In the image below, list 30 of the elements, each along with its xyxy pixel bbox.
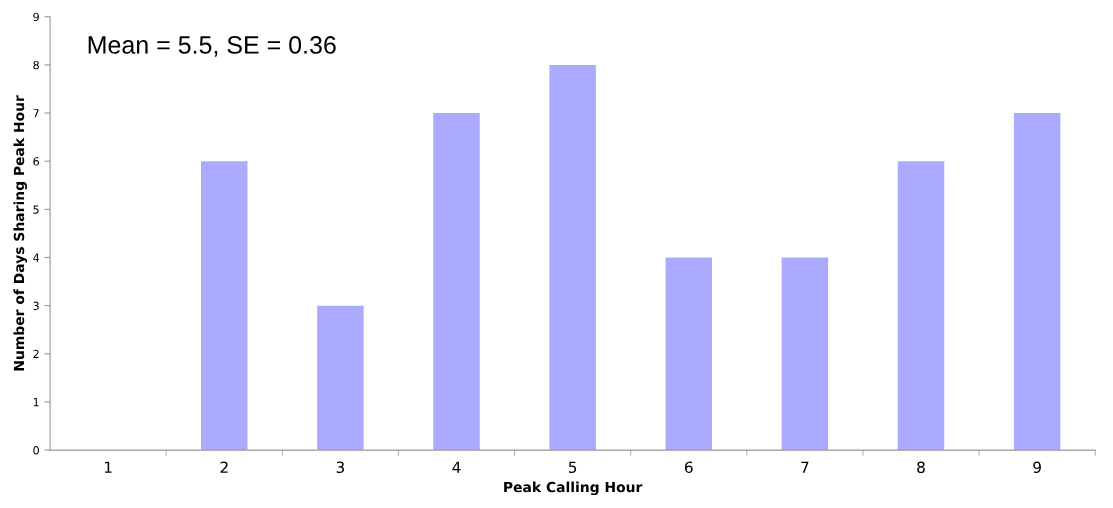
y-tick-label: 1 [33, 398, 39, 407]
bar [1013, 113, 1061, 451]
bar [897, 161, 945, 451]
y-tick-label: 8 [33, 60, 39, 70]
bar [549, 64, 596, 451]
x-tick-label: 1 [104, 461, 112, 473]
y-tick-label: 3 [33, 301, 39, 311]
x-tick-label: 4 [452, 461, 461, 473]
y-tick-label: 5 [33, 205, 39, 214]
bar [665, 257, 712, 451]
y-tick-label: 9 [33, 12, 39, 22]
x-tick-label: 9 [1033, 461, 1041, 474]
x-tick-label: 2 [220, 461, 228, 473]
y-tick-label: 6 [33, 157, 39, 166]
x-tick-label: 5 [568, 461, 577, 474]
annotation: Mean = 5.5, SE = 0.36 [88, 36, 336, 57]
bar [781, 257, 829, 451]
y-tick-label: 2 [33, 349, 39, 359]
y-axis-title: Number of Days Sharing Peak Hour [13, 95, 28, 371]
x-axis-title: Peak Calling Hour [504, 481, 643, 496]
y-tick-label: 4 [33, 253, 40, 262]
x-tick-label: 6 [684, 461, 693, 474]
bar [201, 161, 248, 451]
x-tick-label: 3 [336, 461, 345, 474]
bar [433, 113, 480, 451]
x-tick-label: 7 [801, 461, 809, 473]
x-tick-label: 8 [917, 461, 925, 474]
bar [317, 305, 364, 451]
y-tick-label: 7 [33, 109, 39, 118]
y-tick-label: 0 [33, 446, 39, 455]
